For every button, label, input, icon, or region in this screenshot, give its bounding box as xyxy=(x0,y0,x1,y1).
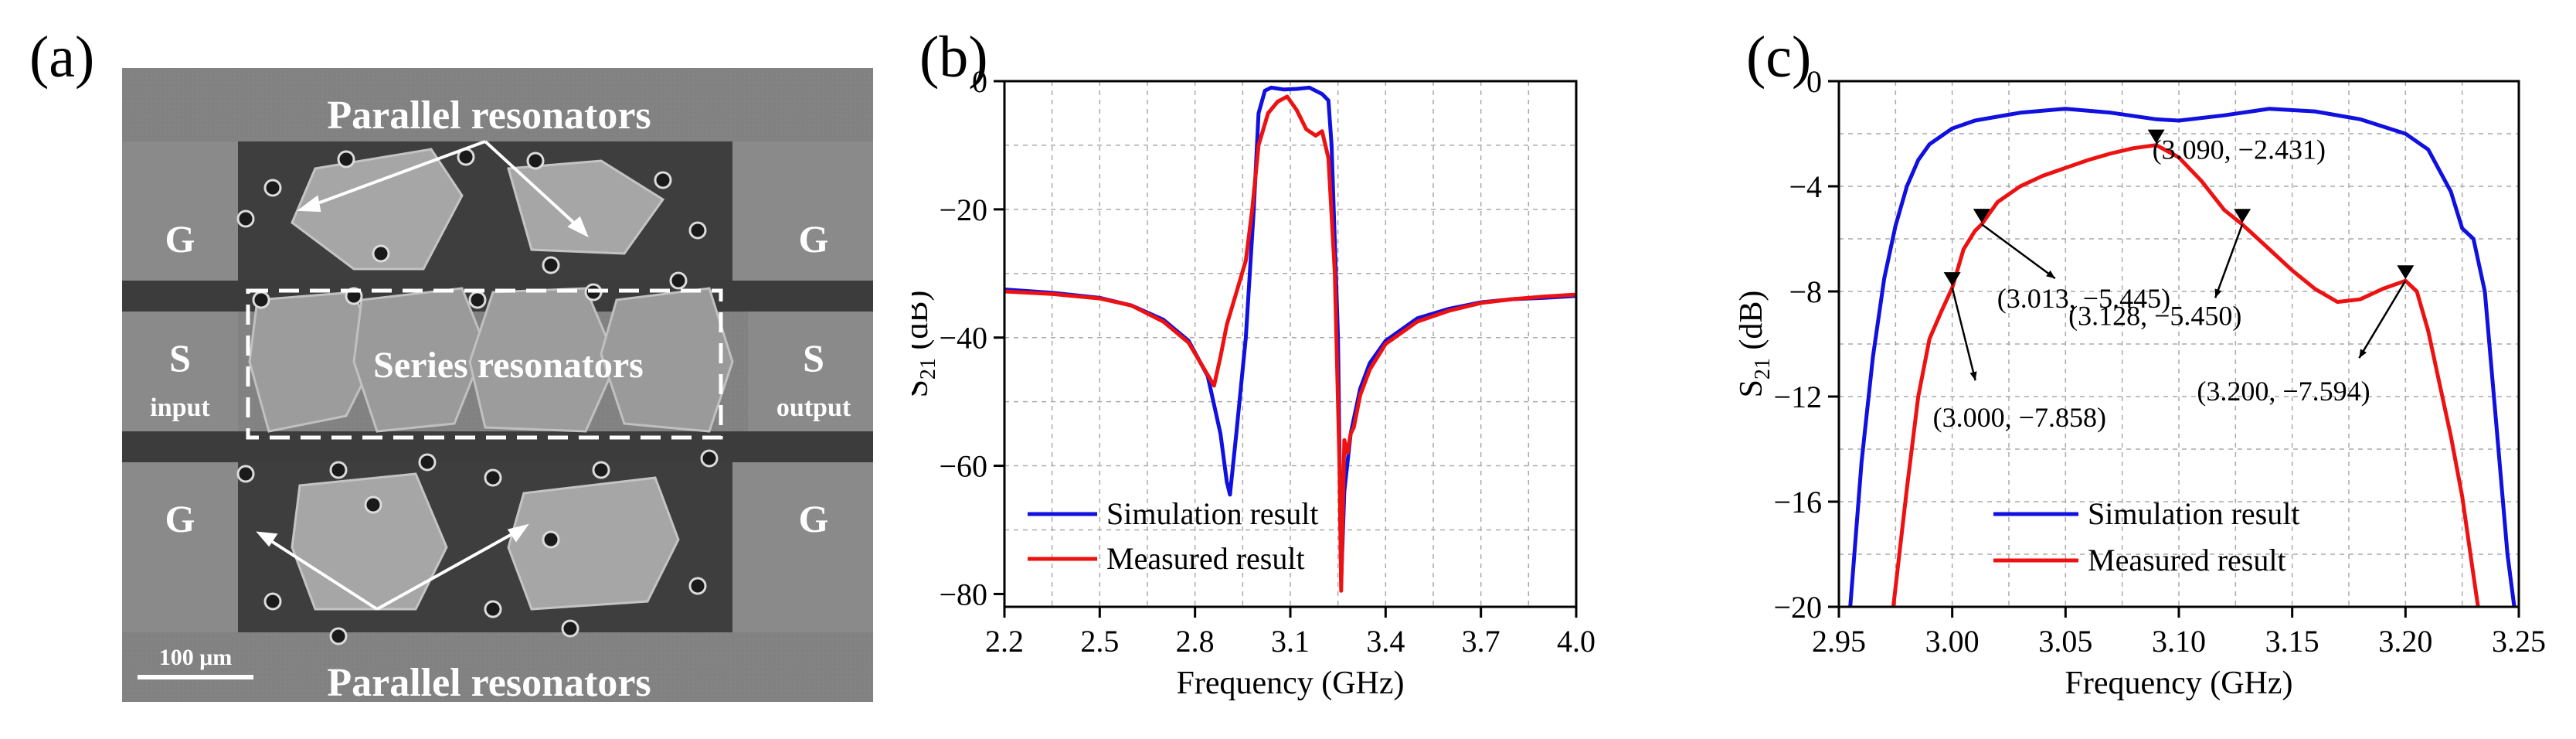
series-line-measured xyxy=(1891,143,2480,607)
signal-pad-output xyxy=(748,312,873,431)
legend-label: Measured result xyxy=(1106,541,1305,576)
x-axis-label: Frequency (GHz) xyxy=(1176,666,1404,701)
parallel-resonator-bottom-left xyxy=(291,472,448,611)
via-holes xyxy=(236,148,719,645)
sem-micrograph: Parallel resonators Parallel resonators … xyxy=(122,68,873,702)
label-g-bottom-right: G xyxy=(799,497,829,540)
annotation-arrow xyxy=(1951,287,1976,381)
annotation-marker xyxy=(1943,272,1961,287)
label-s-output: S xyxy=(803,336,824,380)
x-tick-label: 3.15 xyxy=(2265,624,2319,659)
ground-pad-top-left xyxy=(122,141,238,281)
x-tick-label: 2.8 xyxy=(1176,624,1215,659)
y-tick-label: −60 xyxy=(939,449,987,484)
y-tick-label: −12 xyxy=(1773,380,1822,414)
parallel-resonator-bottom-right xyxy=(507,476,680,611)
y-tick-label: −8 xyxy=(1789,274,1822,309)
label-g-bottom-left: G xyxy=(165,497,195,540)
x-tick-label: 2.5 xyxy=(1080,624,1119,659)
y-tick-label: −40 xyxy=(939,321,987,356)
x-tick-label: 3.05 xyxy=(2038,624,2092,659)
x-tick-label: 3.20 xyxy=(2378,624,2432,659)
label-parallel-top: Parallel resonators xyxy=(327,94,651,138)
x-tick-label: 3.10 xyxy=(2152,624,2206,659)
ground-pad-bottom-right xyxy=(732,462,873,632)
y-tick-label: 0 xyxy=(1806,64,1822,99)
annotation-label: (3.200, −7.594) xyxy=(2197,376,2370,407)
x-tick-label: 4.0 xyxy=(1557,624,1596,659)
annotation-arrowhead xyxy=(2214,288,2222,298)
y-axis-label-main: S xyxy=(912,380,935,397)
x-tick-label: 2.2 xyxy=(985,624,1024,659)
y-axis-label-sub: 21 xyxy=(1751,358,1775,380)
label-series: Series resonators xyxy=(373,345,644,386)
ground-pad-top-right xyxy=(732,141,873,281)
y-axis-label: S21 (dB) xyxy=(1734,291,1775,398)
annotation-marker xyxy=(2147,129,2165,144)
parallel-resonator-top-right xyxy=(507,159,665,255)
panel-label-c: (c) xyxy=(1746,25,1812,90)
x-tick-label: 3.1 xyxy=(1271,624,1310,659)
y-axis-label-unit: (dB) xyxy=(912,291,935,359)
series-line-measured xyxy=(1004,94,1576,593)
annotation-arrowhead xyxy=(1969,371,1977,381)
legend-label: Simulation result xyxy=(1106,496,1318,531)
y-tick-label: −80 xyxy=(939,577,987,611)
label-parallel-bottom: Parallel resonators xyxy=(327,661,651,702)
x-tick-label: 3.25 xyxy=(2492,624,2546,659)
chart-c: 2.95 3.00 3.05 3.10 3.15 3.20 3.25 0 −4 −8 −12 −16 −… xyxy=(1734,64,2546,701)
label-s-input: S xyxy=(169,336,191,380)
series-line-simulation xyxy=(1848,107,2517,607)
annotation-marker xyxy=(2234,209,2251,223)
scale-bar-label: 100 μm xyxy=(159,645,233,670)
legend-label: Measured result xyxy=(2088,543,2286,577)
y-tick-label: −4 xyxy=(1789,169,1822,204)
x-tick-label: 3.7 xyxy=(1462,624,1500,659)
label-input: input xyxy=(150,393,210,422)
label-output: output xyxy=(777,393,851,422)
y-tick-label: 0 xyxy=(972,64,987,99)
annotation-arrows xyxy=(256,140,589,611)
parallel-resonator-top-left xyxy=(291,148,464,271)
x-tick-label: 3.4 xyxy=(1366,624,1405,659)
annotation-arrow xyxy=(2214,223,2244,298)
annotation-label: (3.128, −5.450) xyxy=(2068,300,2241,331)
chart-b: 2.2 2.5 2.8 3.1 3.4 3.7 4.0 0 −20 −40 −60 −80 Freque… xyxy=(912,64,1596,701)
annotation-arrow xyxy=(2358,280,2407,359)
annotation-arrow xyxy=(1981,223,2056,280)
legend-label: Simulation result xyxy=(2088,496,2299,531)
y-axis-label-main: S xyxy=(1734,380,1769,397)
y-tick-label: −20 xyxy=(939,192,987,227)
label-g-top-left: G xyxy=(165,217,195,261)
x-axis-label: Frequency (GHz) xyxy=(2065,666,2292,701)
panel-label-a: (a) xyxy=(29,25,95,90)
y-tick-label: −20 xyxy=(1773,590,1822,625)
x-tick-label: 2.95 xyxy=(1812,624,1866,659)
y-axis-label: S21 (dB) xyxy=(912,291,940,398)
annotation-label: (3.000, −7.858) xyxy=(1933,402,2106,433)
annotation-label: (3.013, −5.445) xyxy=(1997,283,2170,314)
y-axis-label-sub: 21 xyxy=(916,358,940,380)
panel-label-b: (b) xyxy=(919,25,988,90)
series-resonator-2 xyxy=(352,287,487,433)
annotation-arrowhead xyxy=(2046,270,2055,279)
signal-pad-input xyxy=(122,312,238,431)
annotation-arrowhead xyxy=(2359,349,2367,359)
annotation-label: (3.090, −2.431) xyxy=(2153,135,2326,165)
y-axis-label-unit: (dB) xyxy=(1734,291,1769,359)
y-tick-label: −16 xyxy=(1773,485,1822,519)
label-g-top-right: G xyxy=(799,217,829,261)
series-resonator-4 xyxy=(600,287,734,433)
annotation-marker xyxy=(2397,265,2415,280)
series-region-box xyxy=(246,288,723,440)
annotation-marker xyxy=(1973,209,1990,223)
ground-pad-bottom-left xyxy=(122,462,238,632)
x-tick-label: 3.00 xyxy=(1925,624,1980,659)
